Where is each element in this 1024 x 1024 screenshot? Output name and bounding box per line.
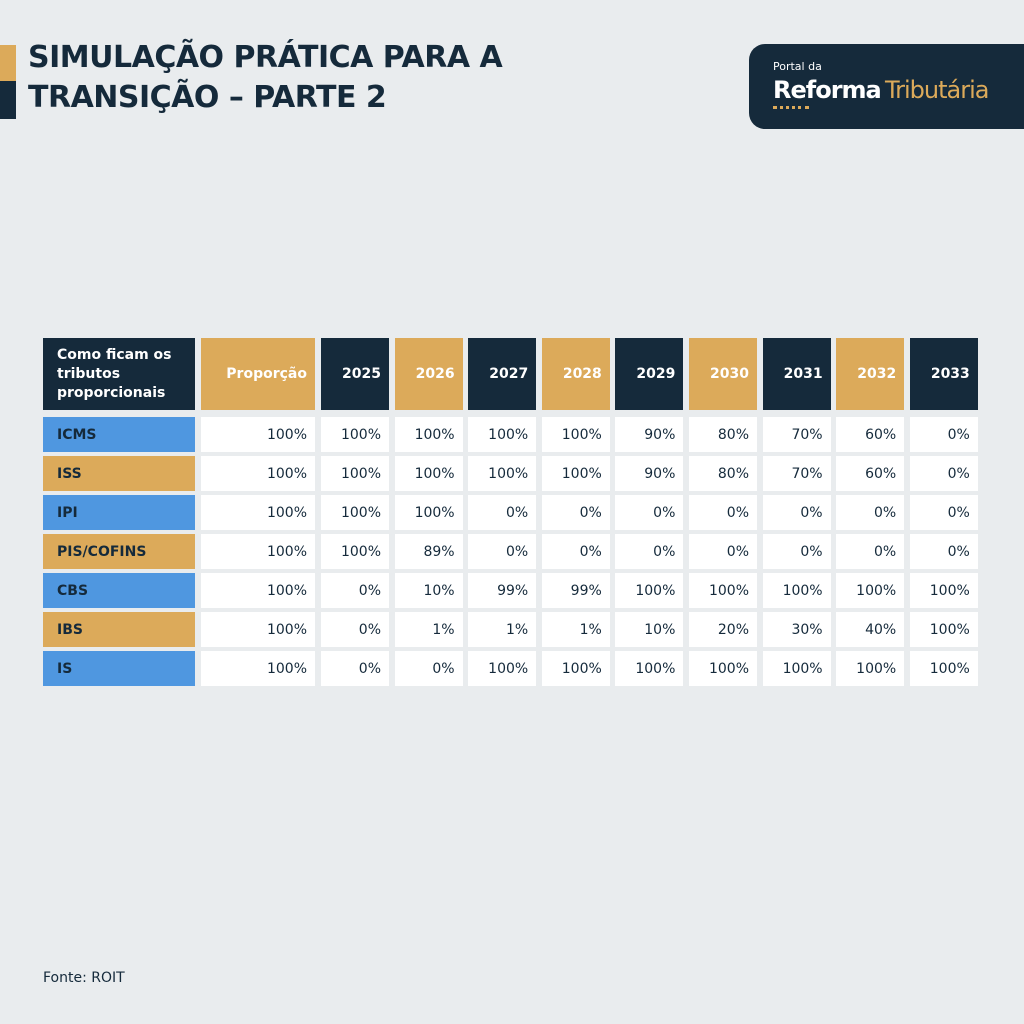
title: SIMULAÇÃO PRÁTICA PARA A	[28, 40, 503, 75]
column-header: Proporção	[201, 338, 315, 410]
column-header: 2029	[615, 338, 684, 410]
cell-value: 0%	[762, 534, 831, 569]
row-label: IPI	[43, 495, 195, 530]
logo-light: Tributária	[885, 76, 989, 104]
column-header: 2033	[909, 338, 978, 410]
cell-value: 100%	[909, 651, 978, 686]
column-header: 2027	[468, 338, 537, 410]
cell-value: 100%	[468, 417, 537, 452]
column-header: 2031	[762, 338, 831, 410]
cell-value: 100%	[321, 495, 389, 530]
cell-value: 90%	[615, 417, 684, 452]
cell-value: 0%	[541, 534, 610, 569]
row-label: ISS	[43, 456, 195, 491]
cell-value: 0%	[615, 534, 684, 569]
logo-bold: Reforma	[773, 76, 882, 104]
cell-value: 1%	[394, 612, 463, 647]
row-label: IBS	[43, 612, 195, 647]
cell-value: 100%	[321, 417, 389, 452]
cell-value: 100%	[541, 651, 610, 686]
cell-value: 1%	[541, 612, 610, 647]
cell-value: 100%	[201, 456, 315, 491]
cell-value: 10%	[394, 573, 463, 608]
cell-value: 100%	[762, 573, 831, 608]
row-label: ICMS	[43, 417, 195, 452]
cell-value: 80%	[689, 456, 757, 491]
cell-value: 100%	[836, 651, 905, 686]
cell-value: 0%	[468, 495, 537, 530]
cell-value: 10%	[615, 612, 684, 647]
cell-value: 100%	[909, 612, 978, 647]
cell-value: 0%	[321, 573, 389, 608]
cell-value: 60%	[836, 417, 905, 452]
cell-value: 0%	[689, 495, 757, 530]
cell-value: 100%	[909, 573, 978, 608]
cell-value: 100%	[689, 651, 757, 686]
cell-value: 100%	[468, 456, 537, 491]
column-header: 2026	[394, 338, 463, 410]
cell-value: 100%	[541, 417, 610, 452]
source: Fonte: ROIT	[43, 970, 125, 986]
row-label: PIS/COFINS	[43, 534, 195, 569]
column-header: 2030	[689, 338, 757, 410]
cell-value: 100%	[394, 456, 463, 491]
row-label: CBS	[43, 573, 195, 608]
column-header: 2025	[321, 338, 389, 410]
cell-value: 89%	[394, 534, 463, 569]
cell-value: 99%	[468, 573, 537, 608]
cell-value: 0%	[909, 417, 978, 452]
cell-value: 100%	[201, 612, 315, 647]
cell-value: 0%	[615, 495, 684, 530]
row-label: IS	[43, 651, 195, 686]
cell-value: 70%	[762, 456, 831, 491]
column-header: 2032	[836, 338, 905, 410]
cell-value: 100%	[201, 534, 315, 569]
logo-dots	[773, 106, 809, 109]
cell-value: 100%	[468, 651, 537, 686]
cell-value: 60%	[836, 456, 905, 491]
cell-value: 20%	[689, 612, 757, 647]
cell-value: 100%	[615, 651, 684, 686]
cell-value: 100%	[394, 417, 463, 452]
cell-value: 100%	[201, 417, 315, 452]
cell-value: 0%	[541, 495, 610, 530]
title: TRANSIÇÃO – PARTE 2	[28, 80, 387, 115]
cell-value: 0%	[909, 534, 978, 569]
cell-value: 0%	[909, 456, 978, 491]
cell-value: 0%	[836, 534, 905, 569]
cell-value: 70%	[762, 417, 831, 452]
column-header: Como ficam os tributos proporcionais	[43, 338, 195, 410]
cell-value: 100%	[321, 534, 389, 569]
column-header: 2028	[541, 338, 610, 410]
cell-value: 100%	[201, 495, 315, 530]
cell-value: 0%	[394, 651, 463, 686]
cell-value: 1%	[468, 612, 537, 647]
cell-value: 0%	[321, 651, 389, 686]
cell-value: 100%	[836, 573, 905, 608]
cell-value: 0%	[836, 495, 905, 530]
cell-value: 90%	[615, 456, 684, 491]
cell-value: 100%	[321, 456, 389, 491]
cell-value: 100%	[394, 495, 463, 530]
accent-bar	[0, 45, 16, 81]
cell-value: 30%	[762, 612, 831, 647]
cell-value: 0%	[689, 534, 757, 569]
cell-value: 100%	[201, 573, 315, 608]
logo: Portal da Reforma Tributária	[749, 44, 1024, 129]
cell-value: 100%	[201, 651, 315, 686]
cell-value: 100%	[541, 456, 610, 491]
cell-value: 100%	[762, 651, 831, 686]
cell-value: 99%	[541, 573, 610, 608]
cell-value: 0%	[909, 495, 978, 530]
cell-value: 100%	[689, 573, 757, 608]
cell-value: 0%	[762, 495, 831, 530]
cell-value: 0%	[321, 612, 389, 647]
cell-value: 80%	[689, 417, 757, 452]
cell-value: 100%	[615, 573, 684, 608]
accent-bar	[0, 81, 16, 119]
cell-value: 40%	[836, 612, 905, 647]
logo-small: Portal da	[773, 60, 822, 73]
cell-value: 0%	[468, 534, 537, 569]
